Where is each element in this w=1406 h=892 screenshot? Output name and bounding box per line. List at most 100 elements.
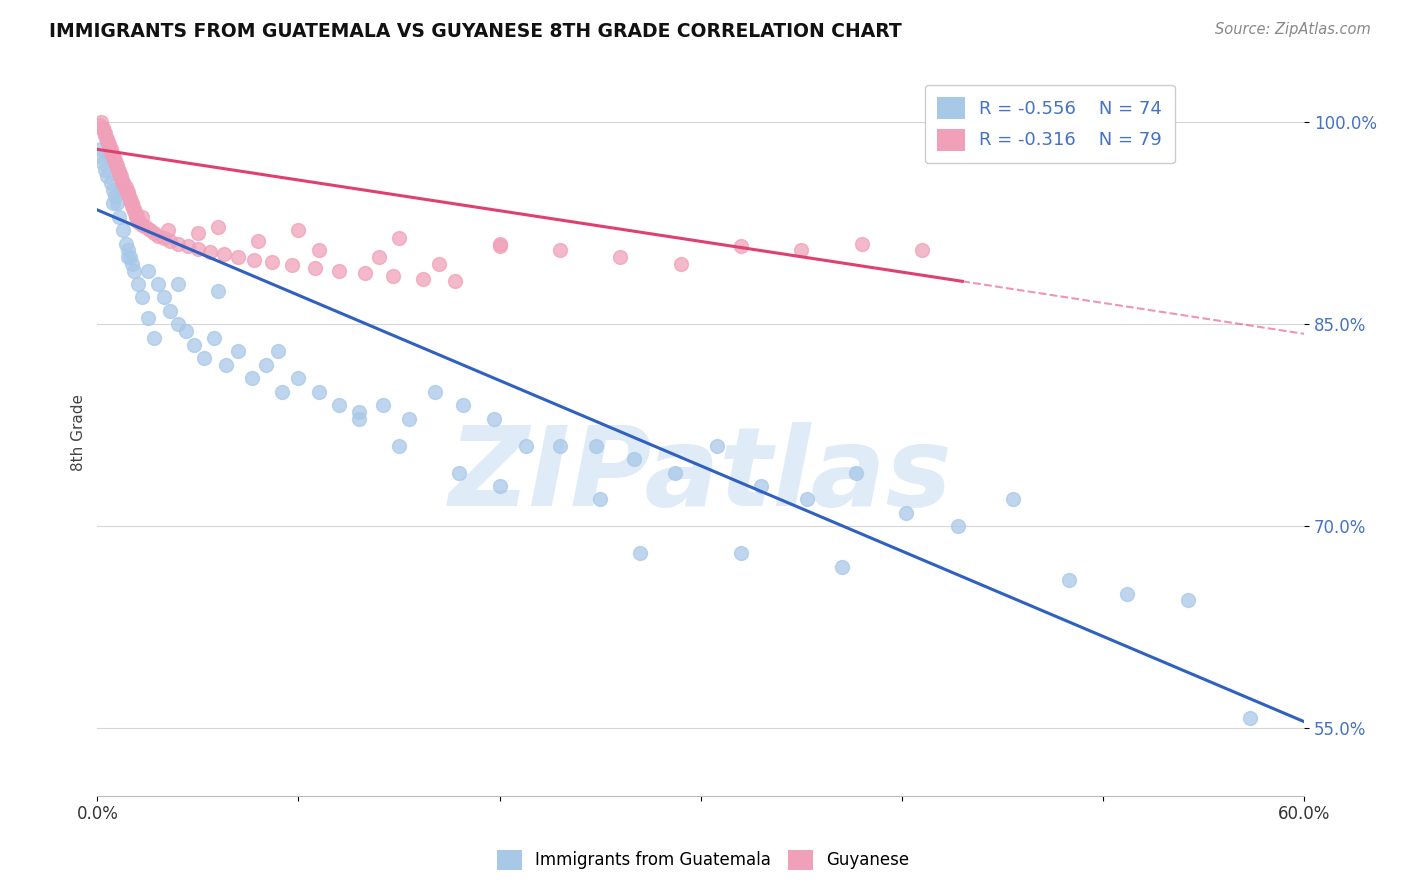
Point <box>114 183 136 197</box>
Point <box>104 189 127 203</box>
Point <box>118 191 141 205</box>
Point <box>412 271 434 285</box>
Point <box>110 172 132 186</box>
Point <box>146 228 169 243</box>
Point <box>142 331 165 345</box>
Point <box>117 250 139 264</box>
Legend: Immigrants from Guatemala, Guyanese: Immigrants from Guatemala, Guyanese <box>491 843 915 877</box>
Y-axis label: 8th Grade: 8th Grade <box>72 393 86 471</box>
Point <box>135 220 157 235</box>
Point <box>122 263 145 277</box>
Point <box>118 250 141 264</box>
Point <box>749 479 772 493</box>
Point <box>112 178 135 192</box>
Point <box>93 120 115 135</box>
Point <box>103 150 125 164</box>
Point <box>114 180 136 194</box>
Point <box>138 223 160 237</box>
Point <box>96 131 118 145</box>
Point <box>630 546 652 560</box>
Point <box>347 411 370 425</box>
Point <box>159 304 181 318</box>
Point <box>121 196 143 211</box>
Point <box>271 384 294 399</box>
Point <box>262 255 284 269</box>
Point <box>398 411 420 425</box>
Point <box>104 153 127 167</box>
Point <box>212 247 235 261</box>
Point <box>515 439 537 453</box>
Point <box>669 257 692 271</box>
Point <box>98 136 121 151</box>
Point <box>287 371 309 385</box>
Text: IMMIGRANTS FROM GUATEMALA VS GUYANESE 8TH GRADE CORRELATION CHART: IMMIGRANTS FROM GUATEMALA VS GUYANESE 8T… <box>49 22 903 41</box>
Point <box>127 212 149 227</box>
Point <box>444 274 467 288</box>
Point <box>347 405 370 419</box>
Point <box>100 142 122 156</box>
Point <box>110 169 132 184</box>
Point <box>308 244 330 258</box>
Point <box>215 358 238 372</box>
Point <box>198 244 221 259</box>
Point <box>609 250 631 264</box>
Point <box>247 234 270 248</box>
Point <box>124 207 146 221</box>
Point <box>142 226 165 240</box>
Point <box>94 162 117 177</box>
Point <box>117 188 139 202</box>
Point <box>304 260 326 275</box>
Point <box>328 263 350 277</box>
Point <box>894 506 917 520</box>
Point <box>90 115 112 129</box>
Point <box>585 439 607 453</box>
Point <box>118 194 141 208</box>
Text: ZIPatlas: ZIPatlas <box>449 422 953 529</box>
Point <box>427 257 450 271</box>
Point <box>243 252 266 267</box>
Point <box>287 223 309 237</box>
Point <box>152 231 174 245</box>
Point <box>193 351 215 365</box>
Point <box>796 492 818 507</box>
Point <box>152 290 174 304</box>
Point <box>1177 593 1199 607</box>
Point <box>730 546 752 560</box>
Point <box>488 479 510 493</box>
Point <box>488 236 510 251</box>
Point <box>267 344 290 359</box>
Point <box>354 266 377 280</box>
Point <box>114 236 136 251</box>
Point <box>851 236 873 251</box>
Point <box>108 210 131 224</box>
Point <box>166 277 188 291</box>
Point <box>790 244 813 258</box>
Point <box>845 466 868 480</box>
Point <box>202 331 225 345</box>
Point <box>254 358 277 372</box>
Point <box>107 161 129 176</box>
Point <box>103 196 125 211</box>
Point <box>112 223 135 237</box>
Point <box>449 466 471 480</box>
Point <box>117 244 139 258</box>
Point <box>453 398 475 412</box>
Point <box>911 244 934 258</box>
Point <box>124 210 146 224</box>
Point <box>131 290 153 304</box>
Point <box>187 242 209 256</box>
Point <box>589 492 612 507</box>
Point <box>1116 587 1139 601</box>
Point <box>96 169 118 184</box>
Point <box>371 398 394 412</box>
Point <box>207 220 229 235</box>
Point <box>103 147 125 161</box>
Point <box>166 318 188 332</box>
Point <box>425 384 447 399</box>
Point <box>108 167 131 181</box>
Point <box>831 559 853 574</box>
Point <box>127 277 149 291</box>
Point <box>131 218 153 232</box>
Point <box>94 128 117 143</box>
Point <box>98 139 121 153</box>
